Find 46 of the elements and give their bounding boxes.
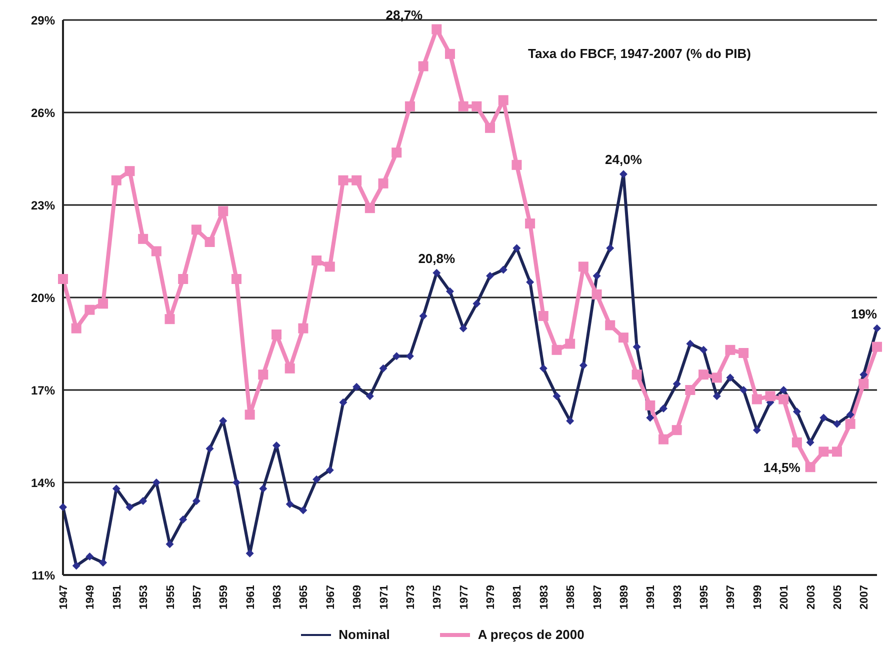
x-tick-label: 1987 <box>592 585 604 610</box>
y-tick-label: 26% <box>30 106 56 120</box>
x-tick-label: 2007 <box>858 585 871 610</box>
data-label: 14,5% <box>763 460 801 476</box>
x-tick-label: 1967 <box>324 585 337 610</box>
x-tick-label: 1995 <box>698 585 711 610</box>
x-tick-label: 2003 <box>805 585 818 610</box>
x-tick-label: 1971 <box>378 585 390 610</box>
y-tick-label: 11% <box>32 568 56 582</box>
x-tick-label: 1977 <box>458 585 470 610</box>
x-tick-label: 1985 <box>565 585 578 610</box>
x-tick-label: 2001 <box>778 585 791 610</box>
data-label: 28,7% <box>386 7 424 22</box>
data-label: 24,0% <box>605 152 642 168</box>
x-tick-label: 1949 <box>84 585 97 610</box>
x-tick-label: 1951 <box>111 585 124 610</box>
text: Taxa do FBCF, 1947-2007 (% do PIB) <box>528 46 751 61</box>
x-tick-label: 2005 <box>832 585 844 610</box>
x-tick-label: 1993 <box>672 585 684 610</box>
x-tick-label: 1973 <box>404 585 417 610</box>
x-tick-label: 1991 <box>645 585 658 610</box>
y-tick-label: 23% <box>30 198 56 212</box>
x-tick-label: 1997 <box>725 585 738 610</box>
y-tick-label: 20% <box>30 290 56 305</box>
x-tick-label: 1959 <box>218 585 230 610</box>
y-tick-label: 17% <box>30 383 56 398</box>
x-tick-label: 1983 <box>538 585 550 610</box>
y-tick-label: 14% <box>30 476 56 490</box>
x-tick-label: 1963 <box>272 585 284 610</box>
x-tick-label: 1975 <box>432 585 444 610</box>
x-tick-label: 1955 <box>164 585 177 610</box>
x-tick-label: 1947 <box>58 585 70 610</box>
legend-label: A preços de 2000 <box>478 627 584 642</box>
x-tick-label: 1969 <box>352 585 364 610</box>
y-tick-label: 29% <box>30 13 56 28</box>
x-tick-label: 1961 <box>244 585 257 610</box>
legend-label: Nominal <box>338 627 390 642</box>
x-tick-label: 1979 <box>485 585 498 610</box>
x-tick-label: 1981 <box>512 585 524 610</box>
x-tick-label: 1999 <box>752 585 764 610</box>
x-tick-label: 1957 <box>191 585 204 610</box>
x-tick-label: 1989 <box>618 585 630 610</box>
x-tick-label: 1965 <box>298 585 310 610</box>
x-tick-label: 1953 <box>138 585 150 610</box>
data-label: 19% <box>850 306 878 322</box>
data-label: 20,8% <box>418 250 456 266</box>
